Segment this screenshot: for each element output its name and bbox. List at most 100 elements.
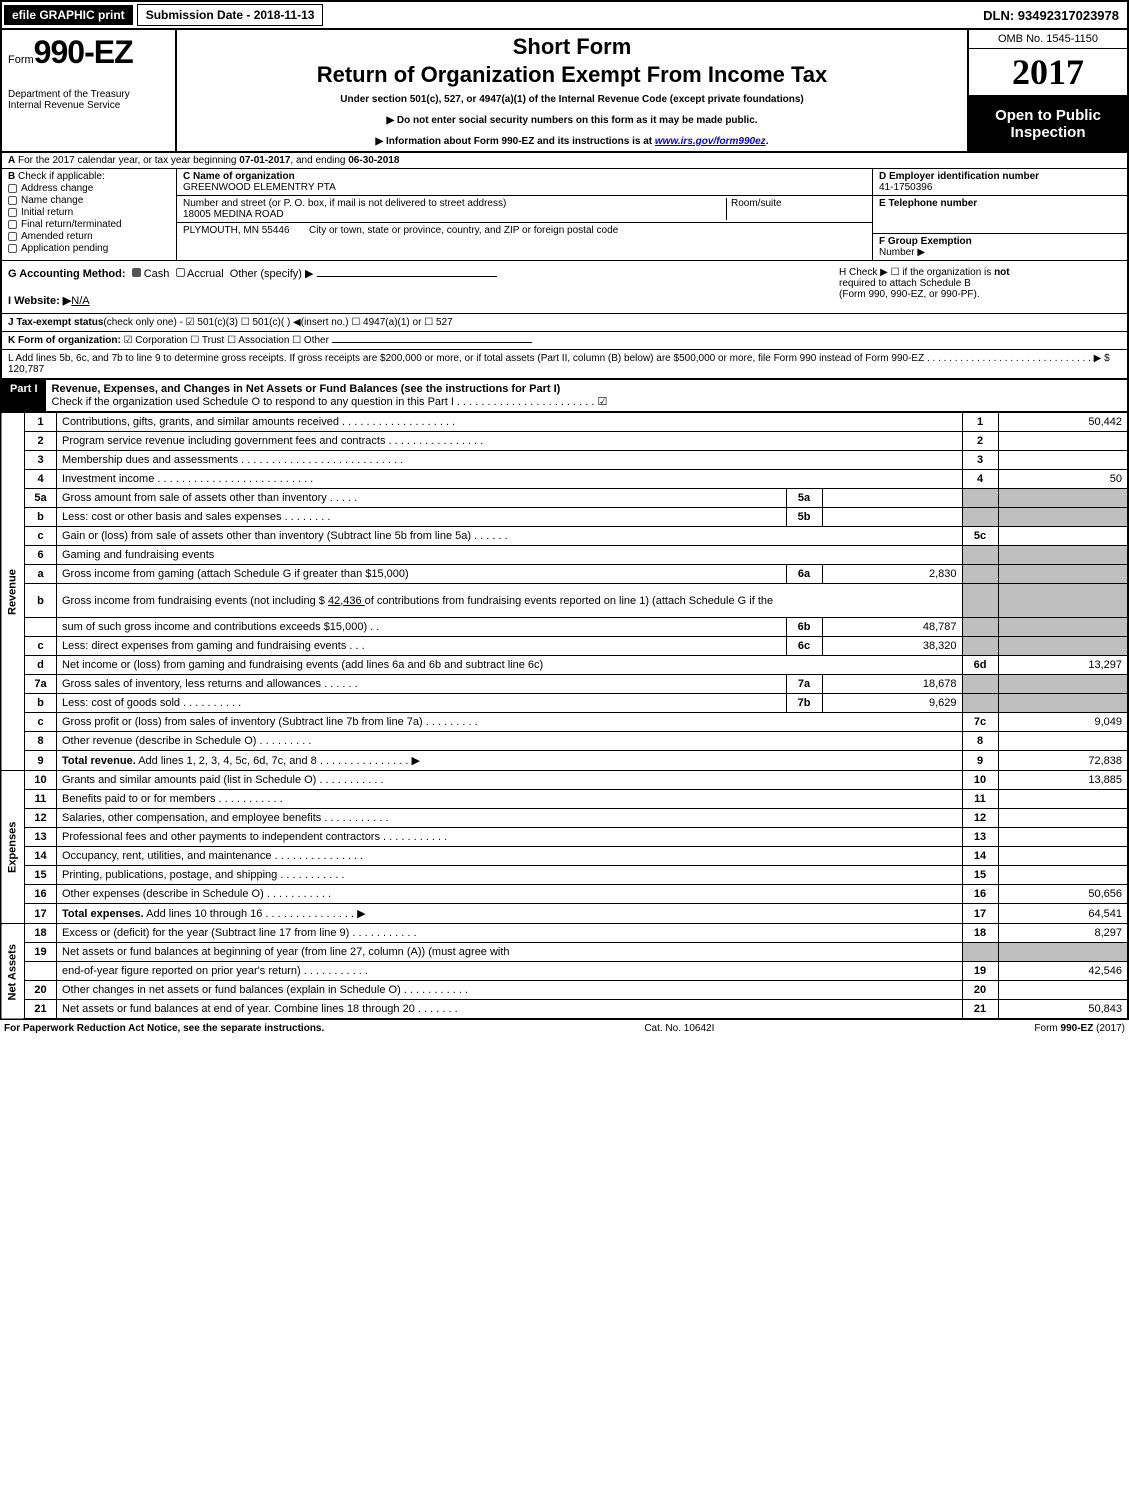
checkbox-icon	[8, 196, 17, 205]
line-number: 3	[25, 451, 57, 470]
org-other-input[interactable]	[332, 342, 532, 343]
table-row: 11Benefits paid to or for members . . . …	[1, 790, 1128, 809]
line-description: Occupancy, rent, utilities, and maintena…	[57, 847, 963, 866]
line-number: 9	[25, 751, 57, 771]
part1-table: Revenue1Contributions, gifts, grants, an…	[0, 412, 1129, 1020]
radio-cash-icon[interactable]	[132, 268, 141, 277]
dept-treasury: Department of the Treasury	[8, 89, 169, 100]
right-value	[998, 943, 1128, 962]
line-number	[25, 618, 57, 637]
right-value: 50,656	[998, 885, 1128, 904]
ein-value: 41-1750396	[879, 182, 932, 193]
line-number: 16	[25, 885, 57, 904]
checkbox-icon	[8, 184, 17, 193]
right-value	[998, 694, 1128, 713]
table-row: 2Program service revenue including gover…	[1, 432, 1128, 451]
line-description: Gross sales of inventory, less returns a…	[57, 675, 787, 694]
line-h-not: not	[994, 267, 1010, 278]
table-row: cGross profit or (loss) from sales of in…	[1, 713, 1128, 732]
box-b: B Check if applicable: Address change Na…	[2, 169, 177, 260]
right-number: 19	[962, 962, 998, 981]
irs-link[interactable]: www.irs.gov/form990ez	[655, 136, 766, 147]
line-description: Net assets or fund balances at beginning…	[57, 943, 963, 962]
chk-application-pending[interactable]: Application pending	[8, 243, 170, 254]
line-number: b	[25, 508, 57, 527]
table-row: 5aGross amount from sale of assets other…	[1, 489, 1128, 508]
chk-address-change[interactable]: Address change	[8, 183, 170, 194]
line-number: 21	[25, 1000, 57, 1020]
right-value: 50	[998, 470, 1128, 489]
table-row: Net Assets18Excess or (deficit) for the …	[1, 924, 1128, 943]
mid-value: 38,320	[822, 637, 962, 656]
omb-number: OMB No. 1545-1150	[969, 30, 1127, 49]
right-value	[998, 828, 1128, 847]
right-value	[998, 527, 1128, 546]
line-number: 12	[25, 809, 57, 828]
mid-value: 2,830	[822, 565, 962, 584]
table-row: 8Other revenue (describe in Schedule O) …	[1, 732, 1128, 751]
mid-value: 48,787	[822, 618, 962, 637]
right-number	[962, 943, 998, 962]
street-cell: Number and street (or P. O. box, if mail…	[177, 196, 872, 223]
table-row: bGross income from fundraising events (n…	[1, 584, 1128, 618]
footer-left: For Paperwork Reduction Act Notice, see …	[4, 1023, 324, 1034]
line-description: Printing, publications, postage, and shi…	[57, 866, 963, 885]
right-number: 11	[962, 790, 998, 809]
line-number: 2	[25, 432, 57, 451]
right-value: 13,297	[998, 656, 1128, 675]
right-value: 13,885	[998, 771, 1128, 790]
chk-name-change[interactable]: Name change	[8, 195, 170, 206]
line-description: Gross profit or (loss) from sales of inv…	[57, 713, 963, 732]
line-description: Contributions, gifts, grants, and simila…	[57, 413, 963, 432]
top-bar: efile GRAPHIC print Submission Date - 20…	[0, 0, 1129, 28]
right-number	[962, 584, 998, 618]
line-description: Total revenue. Add lines 1, 2, 3, 4, 5c,…	[57, 751, 963, 771]
org-name: GREENWOOD ELEMENTRY PTA	[183, 182, 336, 193]
line-a-end: 06-30-2018	[348, 155, 399, 166]
right-number	[962, 546, 998, 565]
right-value	[998, 675, 1128, 694]
checkbox-icon	[8, 232, 17, 241]
right-number: 12	[962, 809, 998, 828]
right-number: 5c	[962, 527, 998, 546]
lines-gi: G Accounting Method: Cash Accrual Other …	[8, 267, 831, 307]
right-value	[998, 618, 1128, 637]
right-value	[998, 508, 1128, 527]
line-description: Gross income from fundraising events (no…	[57, 584, 963, 618]
dept-irs: Internal Revenue Service	[8, 100, 169, 111]
right-number: 3	[962, 451, 998, 470]
line-description: Other expenses (describe in Schedule O) …	[57, 885, 963, 904]
table-row: 6Gaming and fundraising events	[1, 546, 1128, 565]
box-d-label: D Employer identification number	[879, 171, 1039, 182]
table-row: 14Occupancy, rent, utilities, and mainte…	[1, 847, 1128, 866]
chk-final-return[interactable]: Final return/terminated	[8, 219, 170, 230]
table-row: cLess: direct expenses from gaming and f…	[1, 637, 1128, 656]
right-number	[962, 489, 998, 508]
row-bcdef: B Check if applicable: Address change Na…	[2, 169, 1127, 261]
mid-line-number: 7b	[786, 694, 822, 713]
mid-line-number: 5b	[786, 508, 822, 527]
chk-amended-return[interactable]: Amended return	[8, 231, 170, 242]
right-number	[962, 694, 998, 713]
right-value	[998, 546, 1128, 565]
line-description: Total expenses. Add lines 10 through 16 …	[57, 904, 963, 924]
efile-print-button[interactable]: efile GRAPHIC print	[4, 5, 133, 25]
table-row: 4Investment income . . . . . . . . . . .…	[1, 470, 1128, 489]
right-value	[998, 451, 1128, 470]
chk-initial-return[interactable]: Initial return	[8, 207, 170, 218]
line-i-label: I Website: ▶	[8, 295, 71, 307]
line-description: Investment income . . . . . . . . . . . …	[57, 470, 963, 489]
line-number: c	[25, 637, 57, 656]
right-number: 13	[962, 828, 998, 847]
right-value	[998, 866, 1128, 885]
table-row: aGross income from gaming (attach Schedu…	[1, 565, 1128, 584]
right-number: 17	[962, 904, 998, 924]
submission-date: Submission Date - 2018-11-13	[137, 4, 324, 26]
form-prefix: Form	[8, 54, 34, 66]
right-number: 16	[962, 885, 998, 904]
mid-line-number: 7a	[786, 675, 822, 694]
right-value	[998, 732, 1128, 751]
radio-accrual-icon[interactable]	[176, 268, 185, 277]
right-value: 50,843	[998, 1000, 1128, 1020]
other-specify-input[interactable]	[317, 276, 497, 277]
